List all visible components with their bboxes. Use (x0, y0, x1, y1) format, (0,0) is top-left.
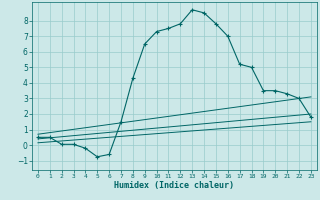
X-axis label: Humidex (Indice chaleur): Humidex (Indice chaleur) (115, 181, 234, 190)
